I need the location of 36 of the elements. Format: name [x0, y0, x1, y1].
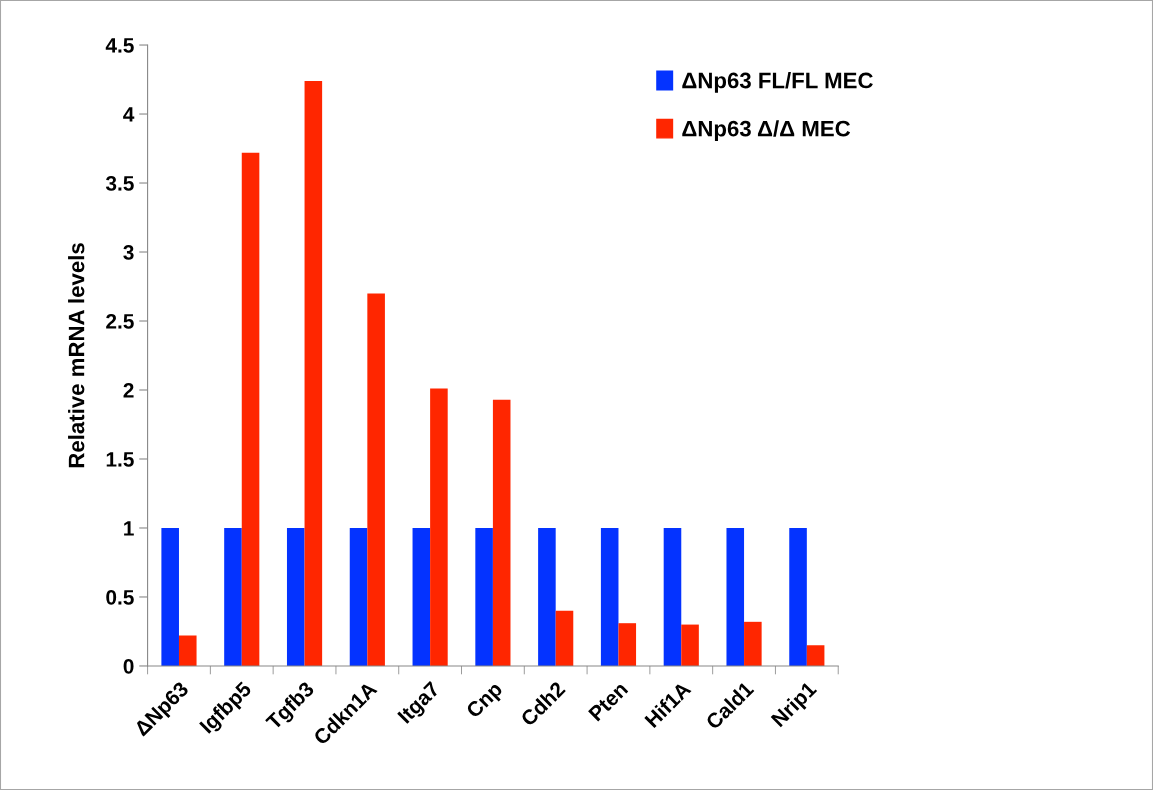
bar — [492, 399, 511, 666]
bar — [412, 527, 431, 666]
bar — [538, 527, 556, 666]
bar — [161, 527, 179, 666]
y-tick-label: 4.5 — [105, 38, 134, 53]
bar — [367, 293, 385, 666]
y-tick-label: 1.5 — [106, 452, 134, 467]
y-tick-label: 3 — [123, 245, 134, 260]
y-tick-label: 3.5 — [105, 176, 134, 191]
y-tick-label: 1 — [124, 521, 134, 536]
bar — [789, 527, 807, 666]
bar — [349, 527, 368, 666]
bar — [681, 624, 699, 666]
bar — [726, 527, 745, 666]
bar — [475, 527, 493, 666]
y-axis-title: Relative mRNA levels — [68, 243, 85, 468]
bar — [600, 527, 619, 666]
y-tick-label: 0 — [123, 658, 134, 674]
legend-label: ΔNp63 FL/FL MEC — [682, 72, 873, 93]
bar — [430, 388, 448, 666]
y-tick-label: 4 — [123, 107, 135, 122]
bar — [555, 610, 574, 666]
y-tick-label: 2 — [123, 383, 134, 398]
bar — [806, 645, 825, 666]
bar — [224, 527, 242, 666]
bar — [304, 80, 323, 666]
x-tick-label: Cnp — [465, 680, 507, 722]
bar — [663, 527, 682, 666]
bar — [618, 623, 637, 666]
y-tick-label: 0.5 — [106, 589, 134, 605]
bar — [241, 152, 260, 666]
bar — [178, 635, 197, 666]
y-tick-label: 2.5 — [106, 314, 134, 329]
bar — [744, 621, 762, 666]
bar — [286, 527, 305, 666]
legend-label: ΔNp63 Δ/Δ MEC — [682, 120, 851, 141]
